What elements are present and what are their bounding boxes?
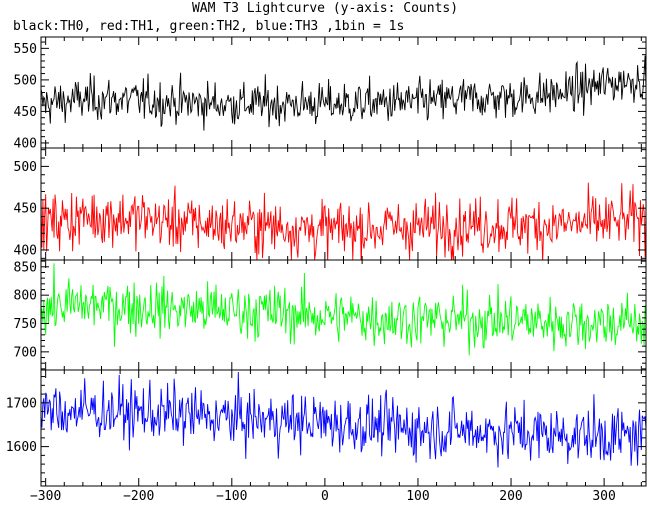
- panels-group: 400 450 500 550 400 450 500 700 750 800 850 1600 170…: [6, 36, 647, 487]
- y-tick-label: 700: [14, 345, 37, 360]
- series-line-TH3: [41, 371, 646, 468]
- x-tick-label: −200: [123, 489, 154, 504]
- y-tick-label: 550: [14, 42, 37, 57]
- x-tick-label: 300: [592, 489, 615, 504]
- chart-title: WAM T3 Lightcurve (y-axis: Counts): [192, 1, 458, 16]
- chart-subtitle: black:TH0, red:TH1, green:TH2, blue:TH3 …: [13, 19, 404, 34]
- y-tick-label: 400: [14, 243, 37, 258]
- panel-frame: [40, 147, 647, 261]
- series-line-TH2: [41, 263, 646, 356]
- y-tick-label: 500: [14, 160, 37, 175]
- panel-frame: [40, 36, 647, 149]
- x-axis: −300 −200 −100 0 100 200 300: [30, 489, 616, 504]
- panel-TH2: 700 750 800 850: [14, 259, 647, 371]
- y-tick-label: 450: [14, 202, 37, 217]
- y-tick-label: 500: [14, 73, 37, 88]
- x-tick-label: −100: [216, 489, 247, 504]
- y-tick-label: 1600: [6, 440, 37, 455]
- x-tick-label: −300: [30, 489, 61, 504]
- panel-TH3: 1600 1700: [6, 369, 647, 487]
- panel-TH0: 400 450 500 550: [14, 36, 647, 151]
- y-tick-label: 450: [14, 105, 37, 120]
- x-tick-label: 100: [406, 489, 429, 504]
- y-tick-label: 1700: [6, 396, 37, 411]
- y-tick-label: 800: [14, 289, 37, 304]
- y-tick-label: 850: [14, 260, 37, 275]
- panel-TH1: 400 450 500: [14, 147, 647, 261]
- series-line-TH0: [41, 55, 646, 131]
- x-tick-label: 200: [499, 489, 522, 504]
- y-tick-label: 400: [14, 136, 37, 151]
- series-line-TH1: [41, 182, 646, 260]
- x-tick-label: 0: [321, 489, 329, 504]
- y-tick-label: 750: [14, 317, 37, 332]
